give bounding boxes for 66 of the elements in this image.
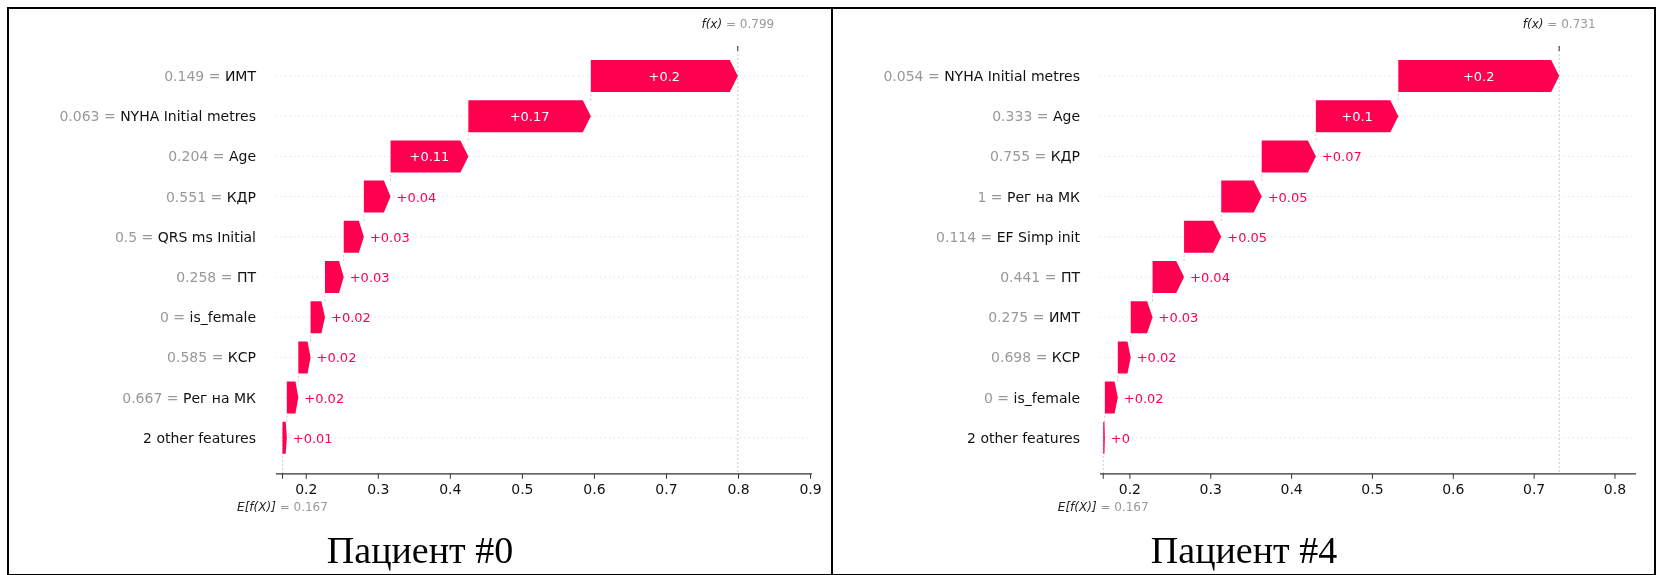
data-label: +0.2 — [648, 69, 681, 84]
data-label: +0.02 — [304, 390, 345, 406]
data-label: +0.03 — [1158, 310, 1199, 326]
y-tick-label: 0.149 = ИМТ — [164, 68, 257, 84]
y-tick-label: 0.551 = КДР — [165, 188, 256, 205]
data-label: +0.03 — [349, 270, 390, 285]
data-label: +0.02 — [316, 350, 357, 366]
data-label: +0.1 — [1341, 109, 1373, 125]
y-tick-label: 2 other features — [967, 429, 1080, 446]
data-label: +0.05 — [1227, 229, 1268, 245]
x-tick-label: 0.9 — [799, 480, 822, 497]
data-label: +0.01 — [292, 430, 333, 446]
data-label: +0.02 — [1136, 350, 1177, 366]
y-tick-label: 0.258 = ПТ — [176, 269, 257, 285]
ref-line-label: E[f(X)] = 0.167 — [1057, 499, 1149, 514]
y-tick-label: 0.755 = КДР — [989, 148, 1080, 165]
x-tick-label: 0.2 — [295, 480, 318, 497]
data-label: +0.02 — [1123, 390, 1164, 406]
text: Пациент #4 — [1150, 529, 1338, 571]
y-tick-label: 0.441 = ПТ — [1000, 269, 1081, 285]
x-tick-label: 0.3 — [1199, 480, 1222, 497]
x-tick-label: 0.8 — [1603, 480, 1627, 497]
y-tick-label: 0.667 = Рег на МК — [122, 389, 257, 406]
y-tick-label: 0.063 = NYHA Initial metres — [59, 108, 256, 125]
x-tick-label: 0.7 — [655, 480, 678, 497]
data-label: +0.04 — [1190, 270, 1230, 285]
ref-line-label: f(x) = 0.731 — [1522, 17, 1596, 31]
x-tick-label: 0.4 — [1280, 480, 1303, 497]
ref-line-label: f(x) = 0.799 — [701, 17, 775, 31]
bar — [590, 60, 738, 92]
y-tick-label: 0.204 = Age — [168, 148, 256, 165]
bar — [390, 140, 469, 173]
data-label: +0.04 — [396, 189, 437, 205]
data-label: +0.11 — [409, 149, 450, 165]
data-label: +0.17 — [509, 109, 550, 125]
x-tick-label: 0.7 — [1523, 480, 1546, 497]
data-label: +0 — [1110, 430, 1131, 446]
data-label: +0.2 — [1462, 69, 1495, 84]
data-label: +0.02 — [330, 310, 371, 326]
x-tick-label: 0.5 — [1361, 480, 1384, 497]
text: Пациент #0 — [326, 529, 514, 571]
y-tick-label: 0.275 = ИМТ — [988, 309, 1081, 326]
x-tick-label: 0.8 — [727, 480, 750, 497]
data-label: +0.07 — [1321, 149, 1362, 165]
y-tick-label: 0 = is_female — [160, 309, 256, 326]
y-tick-label: 0.054 = NYHA Initial metres — [883, 68, 1080, 84]
bar — [468, 100, 591, 133]
y-tick-label: 2 other features — [143, 429, 256, 446]
y-tick-label: 0.698 = КСР — [991, 349, 1080, 366]
y-tick-label: 0.5 = QRS ms Initial — [114, 228, 256, 245]
y-tick-label: 0 = is_female — [984, 389, 1080, 406]
x-tick-label: 0.6 — [583, 480, 606, 497]
data-label: +0.03 — [369, 229, 410, 245]
x-tick-label: 0.3 — [367, 480, 390, 497]
y-tick-label: 0.114 = EF Simp init — [936, 228, 1081, 245]
y-tick-label: 0.585 = КСР — [167, 349, 256, 366]
x-tick-label: 0.6 — [1442, 480, 1465, 497]
y-tick-label: 0.333 = Age — [992, 108, 1080, 125]
bar — [1398, 60, 1560, 92]
x-tick-label: 0.2 — [1118, 480, 1142, 497]
ref-line-label: E[f(X)] = 0.167 — [237, 499, 328, 514]
data-label: +0.05 — [1267, 189, 1308, 205]
x-tick-label: 0.5 — [511, 480, 534, 497]
bar — [1315, 100, 1399, 133]
x-tick-label: 0.4 — [439, 480, 462, 497]
y-tick-label: 1 = Рег на МК — [977, 188, 1081, 205]
